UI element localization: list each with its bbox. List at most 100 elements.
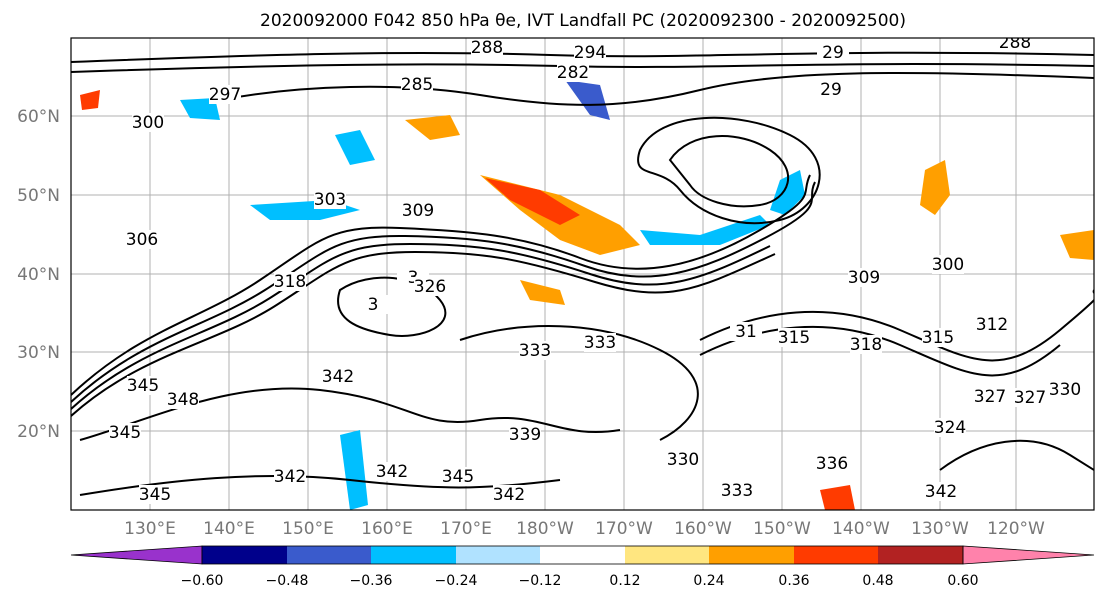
contour-label: 29 <box>820 80 842 100</box>
contour-label-bg <box>493 485 525 504</box>
lon-tick-label: 180°W <box>516 519 574 539</box>
contour-label: 327 <box>1014 388 1046 408</box>
lon-tick-label: 170°W <box>595 519 653 539</box>
contour-label-bg <box>922 328 954 347</box>
contour-label: 342 <box>376 462 408 482</box>
contour-label-bg <box>816 454 848 473</box>
contour-jet-4 <box>71 250 776 417</box>
contour-label-bg <box>127 376 159 395</box>
contour-label: 318 <box>274 272 306 292</box>
contour-label-bg <box>778 328 810 347</box>
contour-label-bg <box>574 43 606 62</box>
lat-tick-label: 30°N <box>17 343 60 363</box>
contour-label-bg <box>1014 388 1046 407</box>
contour-label-bg <box>934 418 966 437</box>
shading-blue-alaska <box>770 170 805 215</box>
contour-label: 300 <box>932 255 964 275</box>
lon-tick-label: 150°W <box>753 519 811 539</box>
contour-sub-1 <box>459 325 699 441</box>
contour-label-bg <box>376 462 408 481</box>
contour-label: 309 <box>848 268 880 288</box>
lat-tick-label: 20°N <box>17 422 60 442</box>
contour-label: 318 <box>850 335 882 355</box>
shading-orange-westerlies <box>520 280 565 305</box>
lon-tick-label: 160°E <box>361 519 413 539</box>
shading-red-kuroshio <box>485 178 580 225</box>
contour-label: 282 <box>557 63 589 83</box>
contour-label: 330 <box>1049 380 1081 400</box>
contour-label: 345 <box>127 376 159 396</box>
colorbar-tick-label: 0.36 <box>778 573 809 589</box>
shading-orange-okhotsk <box>405 115 460 140</box>
contour-jet-3 <box>71 242 771 410</box>
contour-label: 285 <box>401 75 433 95</box>
contour-label-bg <box>126 230 158 249</box>
contour-label-bg <box>274 272 306 291</box>
contour-south-2 <box>79 474 561 496</box>
colorbar-tick-label: 0.48 <box>862 573 893 589</box>
contour-label: 309 <box>402 201 434 221</box>
colorbar-tick-label: −0.48 <box>266 573 309 589</box>
colorbar-extend-left <box>70 545 203 565</box>
contour-label: 29 <box>822 43 844 63</box>
lon-tick-label: 140°E <box>203 519 255 539</box>
contour-label-bg <box>557 63 589 82</box>
colorbar-bin <box>287 546 371 564</box>
contour-label: 336 <box>816 454 848 474</box>
map-frame <box>70 37 1095 511</box>
contour-label-bg <box>509 425 541 444</box>
lon-tick-label: 150°E <box>282 519 334 539</box>
contour-label: 342 <box>274 467 306 487</box>
contour-north-3 <box>219 72 1094 106</box>
colorbar-bin <box>625 546 709 564</box>
contour-label: 345 <box>442 467 474 487</box>
contour-label-bg <box>974 387 1006 406</box>
contour-label: 306 <box>126 230 158 250</box>
contour-label: 3 <box>408 268 419 288</box>
contour-low <box>637 116 821 225</box>
lon-tick-label: 140°W <box>832 519 890 539</box>
contour-label: 312 <box>976 315 1008 335</box>
contour-label-bg <box>976 315 1008 334</box>
contour-label-bg <box>132 113 164 132</box>
contour-label-bg <box>817 43 849 62</box>
contour-label-bg <box>209 85 241 104</box>
contour-label-bg <box>109 423 141 442</box>
colorbar-tick-labels: −0.60 −0.48 −0.36 −0.24 −0.12 0.12 0.24 0.36 0.4… <box>181 573 979 589</box>
colorbar-tick-label: 0.12 <box>609 573 640 589</box>
contour-label-bg <box>167 390 199 409</box>
shading-red-gulf <box>820 485 855 510</box>
contour-label: 348 <box>167 390 199 410</box>
contour-label-bg <box>932 255 964 274</box>
lat-tick-label: 60°N <box>17 107 60 127</box>
colorbar-bin <box>794 546 878 564</box>
contour-east-3 <box>939 439 1094 472</box>
colorbar-bin <box>878 546 963 564</box>
lon-tick-label: 120°W <box>987 519 1045 539</box>
contour-jet-2 <box>71 181 816 403</box>
contour-label-bg <box>584 333 616 352</box>
contour-label: 315 <box>778 328 810 348</box>
contour-label-bg <box>401 75 433 94</box>
contour-label-bg <box>667 450 699 469</box>
contour-anticyclone <box>337 276 447 337</box>
colorbar-bin <box>540 546 625 564</box>
contour-label-bg <box>1049 380 1081 399</box>
colorbar-bin <box>371 546 456 564</box>
contour-label: 288 <box>999 33 1031 53</box>
contour-label: 300 <box>132 113 164 133</box>
shading-orange-east <box>1060 230 1094 260</box>
contour-label: 330 <box>667 450 699 470</box>
contour-label-bg <box>322 367 354 386</box>
colorbar: −0.60 −0.48 −0.36 −0.24 −0.12 0.12 0.24 0.36 0.4… <box>70 545 1095 589</box>
lon-tick-label: 130°W <box>911 519 969 539</box>
contour-label-bg <box>414 277 446 296</box>
contour-low-inner <box>668 135 790 208</box>
colorbar-tick-label: −0.60 <box>181 573 224 589</box>
contour-label: 297 <box>209 85 241 105</box>
colorbar-tick-label: 0.24 <box>693 573 724 589</box>
lat-tick-label: 50°N <box>17 186 60 206</box>
contour-label: 333 <box>584 333 616 353</box>
contour-label: 303 <box>314 190 346 210</box>
